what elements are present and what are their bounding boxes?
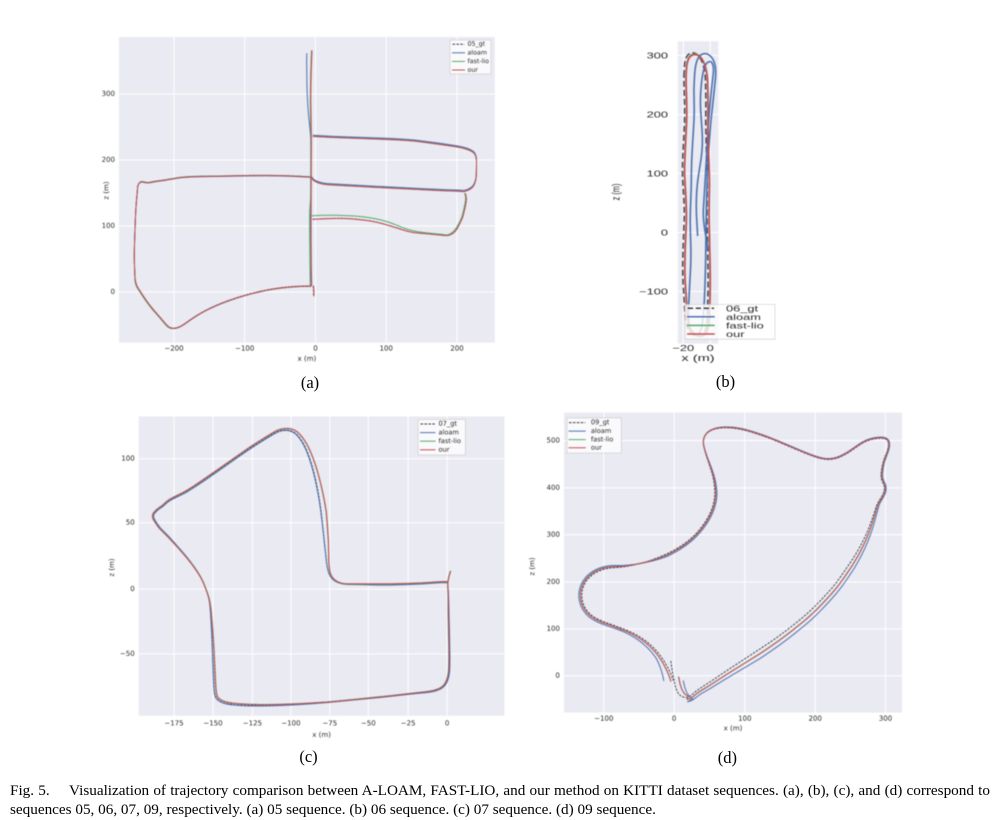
svg-text:our: our <box>726 330 745 339</box>
svg-text:06_gt: 06_gt <box>726 304 758 313</box>
svg-text:100: 100 <box>647 170 668 179</box>
svg-text:−100: −100 <box>639 288 668 297</box>
svg-text:0: 0 <box>707 344 714 353</box>
svg-text:−20: −20 <box>672 344 694 353</box>
svg-text:x (m): x (m) <box>681 353 714 364</box>
svg-text:fast-lio: fast-lio <box>726 322 764 331</box>
svg-text:300: 300 <box>647 52 668 61</box>
svg-text:aloam: aloam <box>726 313 761 322</box>
svg-text:z (m): z (m) <box>610 184 623 201</box>
svg-text:200: 200 <box>647 111 668 120</box>
svg-text:0: 0 <box>661 229 668 238</box>
